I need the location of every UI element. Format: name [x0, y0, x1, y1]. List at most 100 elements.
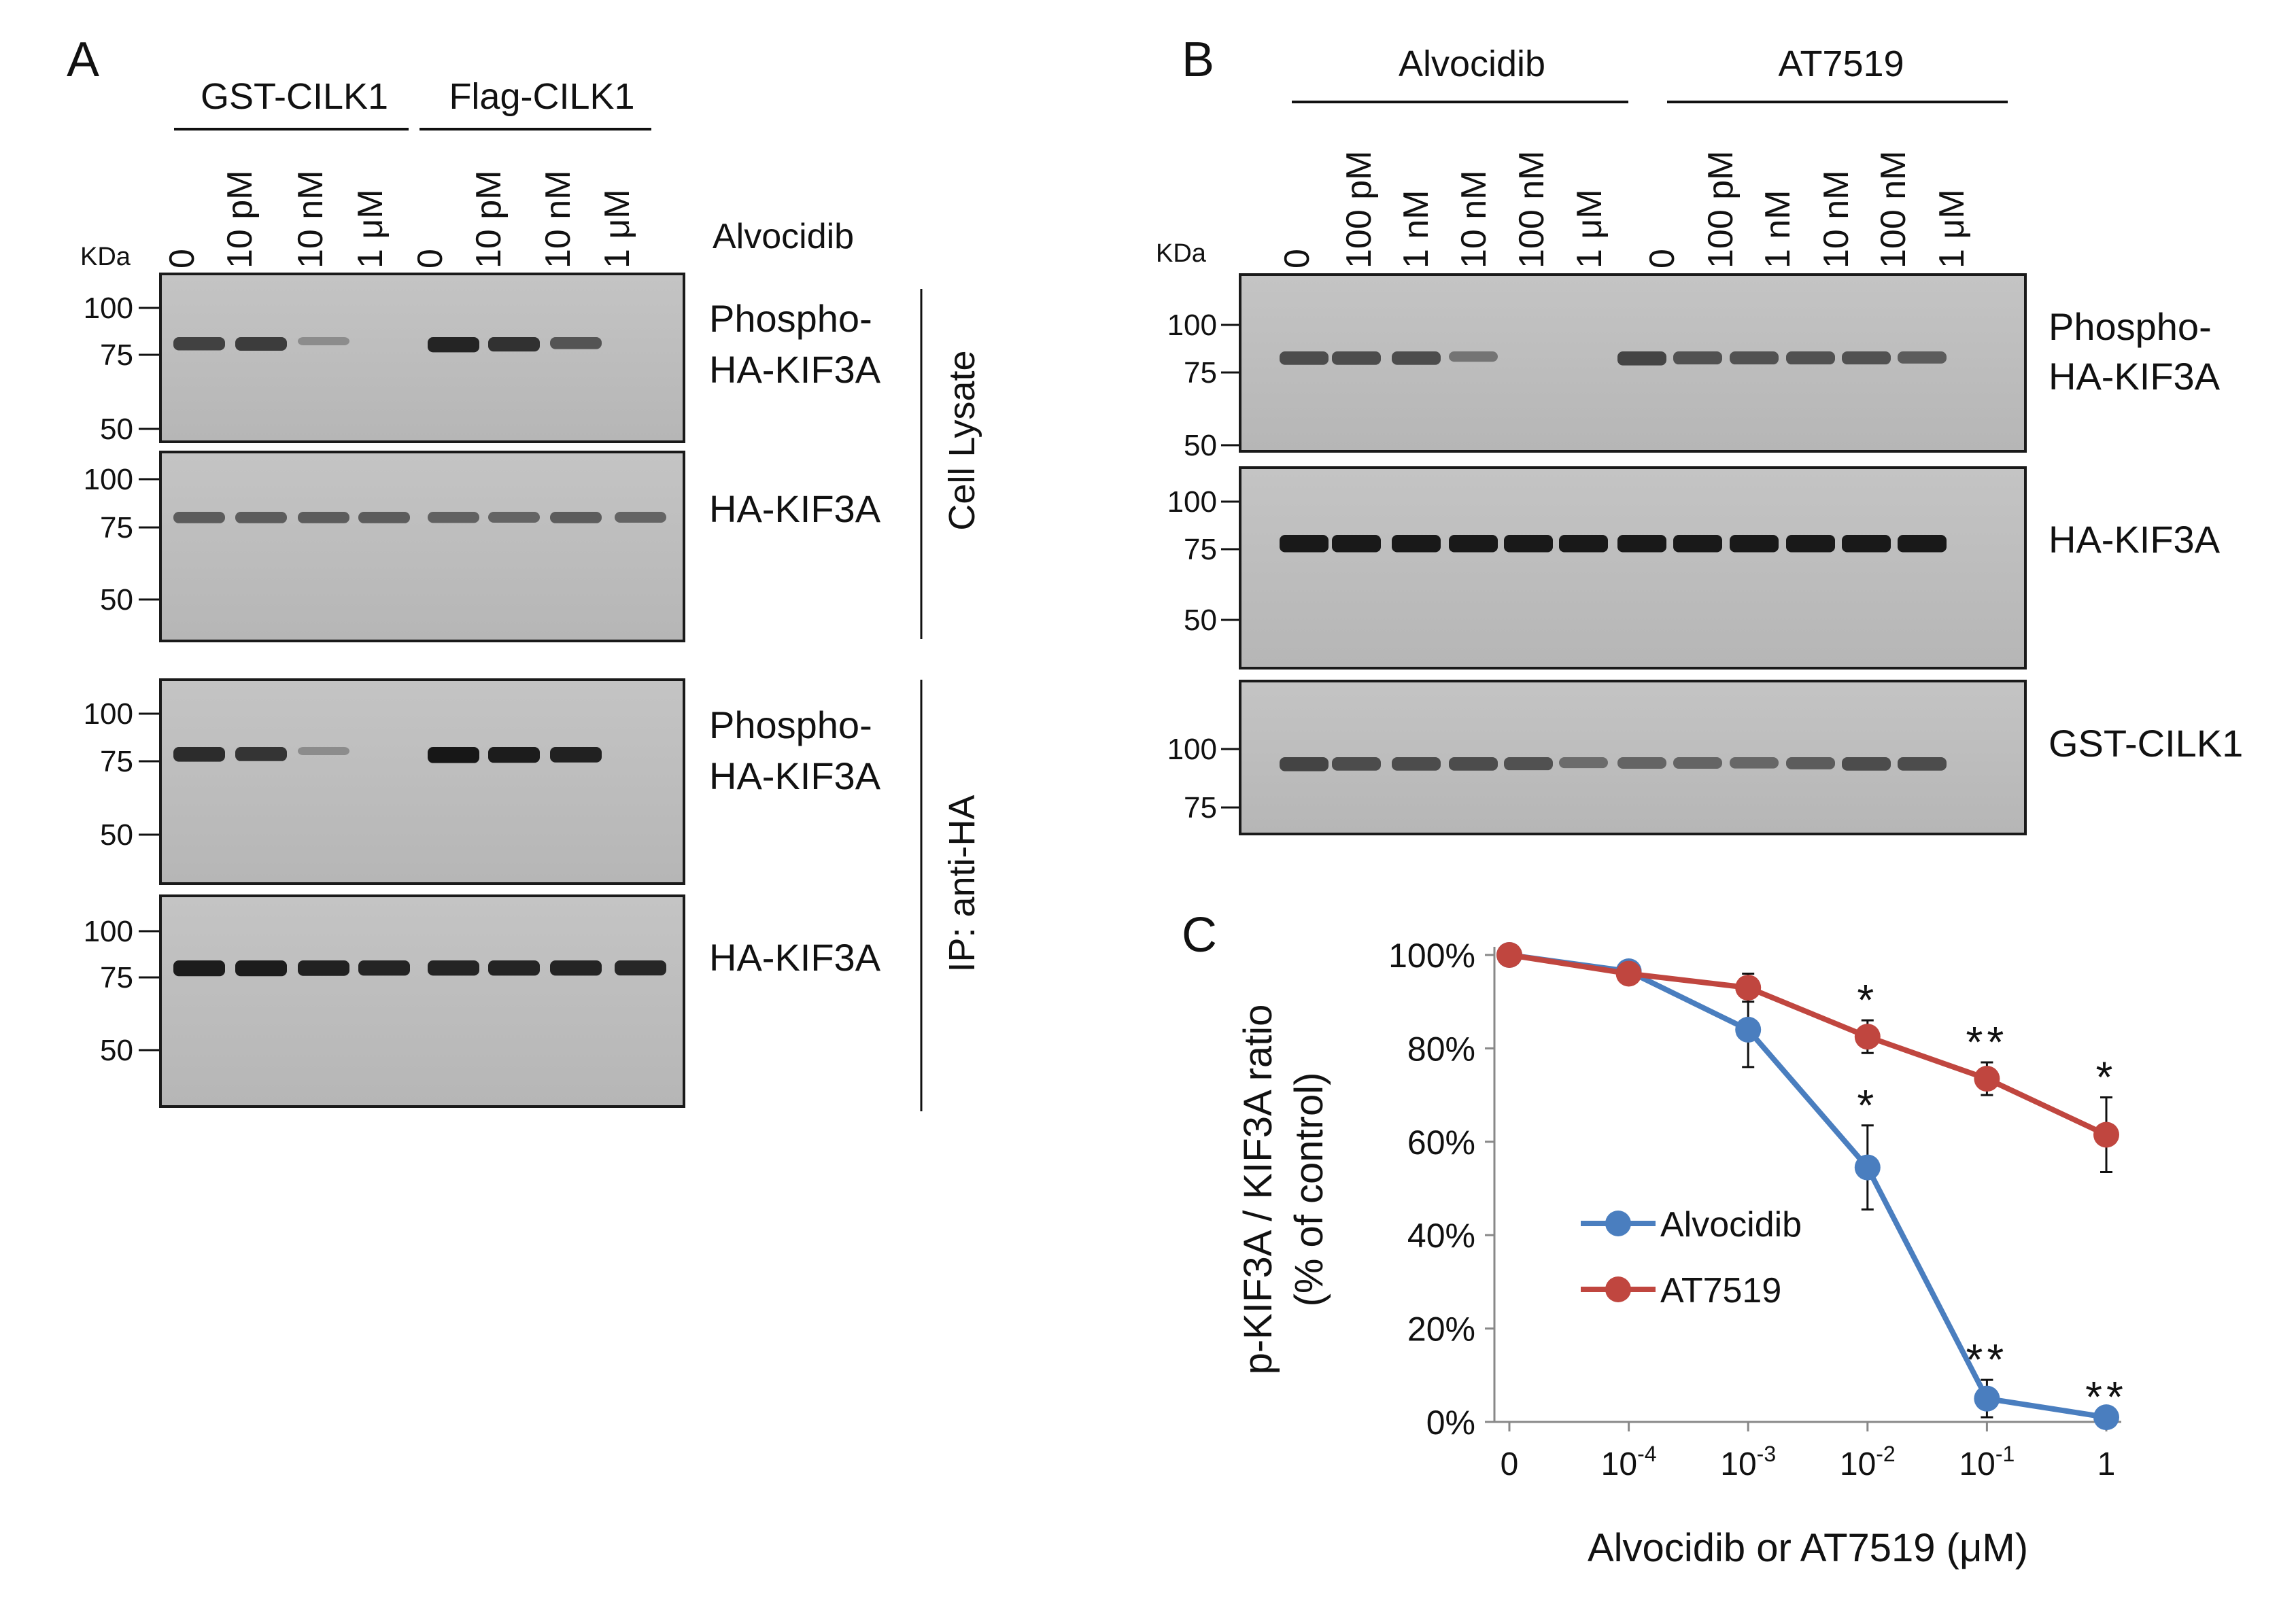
panel-b-band	[1280, 757, 1329, 771]
panel-a-band	[235, 960, 287, 977]
panel-b-band	[1786, 535, 1835, 553]
y-axis-title-sub: (% of control)	[1287, 1073, 1331, 1307]
panel-a-band	[488, 747, 540, 763]
panel-b-letter: B	[1182, 33, 1214, 87]
x-tick-label: 10-2	[1840, 1442, 1896, 1482]
panel-b-band	[1332, 351, 1381, 365]
data-point-at7519	[1496, 942, 1522, 968]
panel-a-band	[235, 747, 287, 761]
panel-a-blot-membrane	[159, 451, 685, 642]
panel-b-group-alvocidib: Alvocidib	[1399, 44, 1545, 84]
panel-a-marker-label: 100	[84, 697, 133, 731]
panel-b-lane-label: 1 nM	[1758, 190, 1798, 268]
series-line-alvocidib	[1509, 952, 2107, 1421]
y-tick-label: 0%	[1426, 1404, 1475, 1442]
panel-a-blots: 100 75 50 Phospho- HA-KIF3A 100 75 50 HA-KIF3A 10…	[84, 273, 881, 1108]
panel-a-marker-label: 100	[84, 463, 133, 496]
significance-marker: *	[1857, 1081, 1878, 1130]
panel-b-blot-label: Phospho-	[2049, 305, 2212, 348]
panel-a-band	[298, 747, 349, 755]
panel-b-blots: 100 75 50 Phospho- HA-KIF3A 100 75 50 HA-KIF3A 10…	[1167, 273, 2243, 835]
data-point-at7519	[1854, 1024, 1881, 1050]
panel-b-blot-label: HA-KIF3A	[2049, 355, 2221, 398]
panel-a-band	[173, 512, 225, 523]
panel-a-lane-label: 0	[411, 249, 450, 268]
panel-a-band	[615, 512, 666, 523]
panel-b-lane-label: 100 nM	[1512, 151, 1552, 268]
data-point-alvocidib	[1974, 1385, 2000, 1412]
panel-b-band	[1898, 351, 1947, 364]
data-point-at7519	[1974, 1066, 2000, 1092]
significance-marker: **	[1966, 1335, 2008, 1384]
panel-a-blot-membrane	[159, 273, 685, 443]
panel-b-band	[1449, 351, 1498, 362]
significance-marker: *	[2096, 1053, 2117, 1102]
panel-b-band	[1673, 351, 1722, 365]
panel-b-band	[1559, 535, 1608, 553]
panel-b-blot-label: HA-KIF3A	[2049, 518, 2221, 561]
panel-a-band	[550, 960, 602, 976]
panel-a-letter: A	[67, 33, 99, 87]
data-point-alvocidib	[2093, 1404, 2119, 1431]
panel-b-band	[1673, 535, 1722, 553]
panel-b-marker-label: 50	[1184, 429, 1217, 462]
significance-marker: **	[2085, 1372, 2127, 1421]
x-tick-label: 10-4	[1601, 1442, 1657, 1482]
data-point-alvocidib	[1735, 1016, 1762, 1043]
panel-b-band	[1786, 351, 1835, 365]
panel-a-marker-label: 50	[100, 818, 133, 852]
panel-b-marker-label: 75	[1184, 791, 1217, 824]
panel-b-band	[1786, 757, 1835, 769]
panel-a-marker-label: 100	[84, 292, 133, 325]
x-tick-label: 1	[2097, 1446, 2116, 1482]
panel-b-lane-label: 1 μM	[1570, 189, 1609, 268]
legend-label: AT7519	[1660, 1271, 1781, 1310]
panel-a-band	[550, 747, 602, 763]
panel-c: C 0% 20% 40% 60% 80% 100% 0 10-4 10-3 10-2 10-1 1 Al…	[1182, 908, 2127, 1570]
x-tick-label: 0	[1501, 1446, 1519, 1482]
data-point-at7519	[2093, 1122, 2119, 1148]
panel-a-blot-membrane	[159, 894, 685, 1108]
panel-b-kda-label: KDa	[1156, 239, 1207, 268]
panel-b-lane-label: 10 nM	[1454, 170, 1494, 268]
panel-a-marker-label: 75	[100, 511, 133, 544]
panel-b-marker-label: 100	[1167, 485, 1217, 519]
data-point-at7519	[1735, 975, 1762, 1001]
panel-a-blot-label: Phospho-	[709, 703, 872, 746]
panel-a-group-flag: Flag-CILK1	[449, 76, 634, 117]
panel-b-band	[1449, 535, 1498, 553]
legend-swatch-marker	[1605, 1211, 1631, 1236]
panel-a-band	[428, 960, 479, 976]
panel-b-band	[1617, 757, 1666, 769]
significance-marker: **	[1966, 1018, 2008, 1066]
series-line-at7519	[1509, 952, 2108, 1138]
x-axis-title: Alvocidib or AT7519 (μM)	[1588, 1526, 2028, 1570]
panel-a-marker-label: 75	[100, 338, 133, 372]
panel-b-band	[1504, 535, 1553, 553]
panel-a: A GST-CILK1 Flag-CILK1 0 10 pM 10 nM 1 μM 0 1…	[67, 33, 982, 1111]
panel-a-band	[173, 337, 225, 351]
panel-a-band	[358, 512, 410, 523]
panel-a-group-gst: GST-CILK1	[201, 76, 388, 117]
panel-a-band	[298, 512, 349, 523]
panel-a-lane-label: 10 pM	[469, 170, 509, 268]
panel-b-band	[1730, 757, 1779, 769]
panel-b-marker-label: 100	[1167, 733, 1217, 766]
panel-b-band	[1898, 757, 1947, 771]
panel-b-band	[1842, 535, 1891, 553]
panel-a-marker-label: 50	[100, 1034, 133, 1067]
panel-a-lane-label: 10 pM	[220, 170, 260, 268]
panel-b-band	[1332, 535, 1381, 553]
panel-a-marker-label: 75	[100, 961, 133, 994]
panel-a-band	[173, 747, 225, 762]
legend-swatch-marker	[1605, 1276, 1631, 1302]
panel-a-lane-labels: 0 10 pM 10 nM 1 μM 0 10 pM 10 nM 1 μM	[162, 170, 637, 268]
panel-b-band	[1673, 757, 1722, 769]
panel-a-lane-label: 1 μM	[598, 189, 637, 268]
panel-b-lane-label: 0	[1278, 249, 1317, 268]
panel-b-band	[1730, 535, 1779, 553]
panel-a-band	[428, 337, 479, 353]
y-tick-label: 100%	[1388, 937, 1475, 975]
panel-a-lane-label: 10 nM	[538, 170, 578, 268]
panel-b-band	[1392, 757, 1441, 771]
